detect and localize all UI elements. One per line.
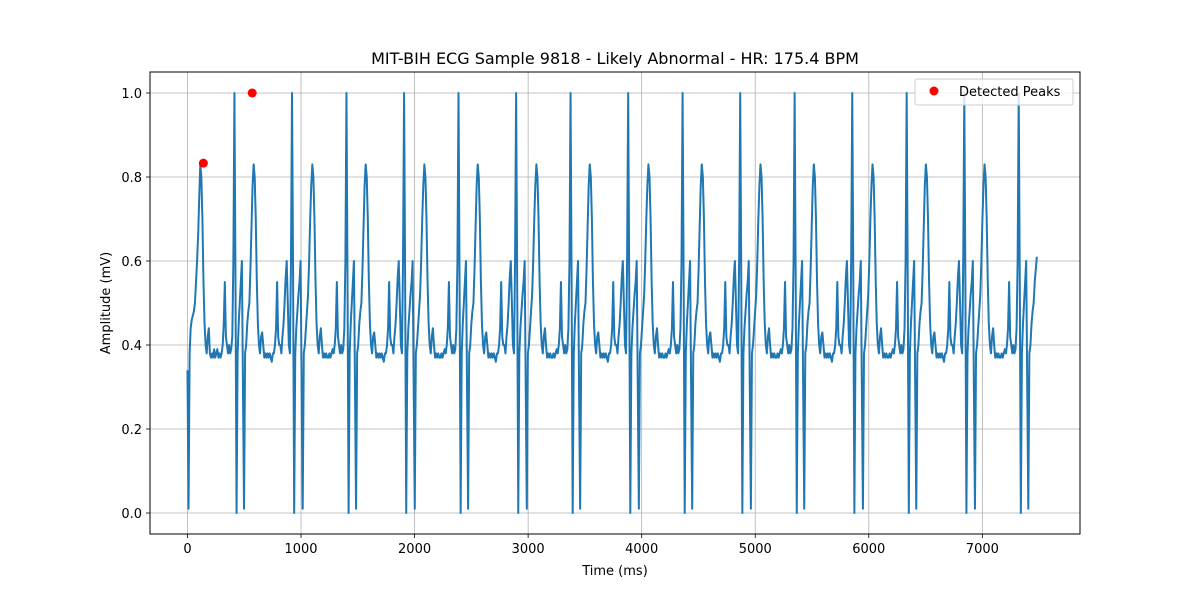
y-tick-label: 0.4	[121, 339, 142, 354]
x-tick-label: 2000	[398, 542, 431, 557]
detected-peaks	[198, 88, 257, 168]
x-tick-label: 1000	[284, 542, 317, 557]
y-tick-label: 0.6	[121, 255, 142, 270]
y-tick-label: 0.8	[121, 171, 142, 186]
legend-label: Detected Peaks	[959, 85, 1061, 100]
legend-box	[914, 78, 1074, 106]
legend: Detected Peaks	[914, 78, 1074, 106]
x-axis-label: Time (ms)	[581, 564, 648, 579]
legend-peak-marker	[929, 86, 939, 96]
y-axis-label: Amplitude (mV)	[99, 252, 114, 354]
x-axis-ticks: 0 1000 2000 3000 4000 5000 6000 7000	[183, 534, 999, 557]
y-tick-label: 1.0	[121, 87, 142, 102]
y-tick-label: 0.0	[121, 507, 142, 522]
detected-peak-marker	[247, 88, 257, 98]
x-tick-label: 7000	[966, 542, 999, 557]
y-axis-ticks: 0.0 0.2 0.4 0.6 0.8 1.0	[121, 87, 150, 522]
x-tick-label: 6000	[852, 542, 885, 557]
x-tick-label: 4000	[625, 542, 658, 557]
chart-title: MIT-BIH ECG Sample 9818 - Likely Abnorma…	[371, 49, 859, 68]
x-tick-label: 3000	[512, 542, 545, 557]
detected-peak-marker	[198, 158, 208, 168]
x-tick-label: 5000	[739, 542, 772, 557]
y-tick-label: 0.2	[121, 423, 142, 438]
x-tick-label: 0	[183, 542, 191, 557]
plot-frame	[149, 71, 1081, 535]
ecg-signal-line	[186, 92, 1038, 514]
plot-area	[186, 92, 1038, 514]
